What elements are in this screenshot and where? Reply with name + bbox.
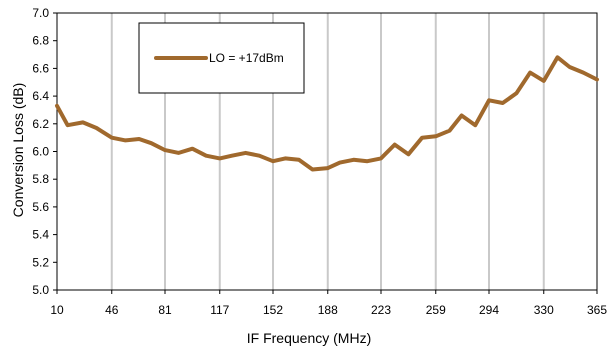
- y-tick-label: 5.4: [32, 228, 49, 242]
- x-tick-label: 117: [210, 303, 229, 317]
- x-axis-ticks: 10 46 81 117 152 188 223 259 294 330 365: [50, 290, 607, 317]
- x-tick-label: 152: [263, 303, 283, 317]
- y-tick-label: 5.2: [32, 255, 49, 269]
- y-tick-label: 6.0: [32, 145, 49, 159]
- x-axis-label: IF Frequency (MHz): [247, 330, 371, 346]
- y-tick-label: 5.6: [32, 200, 49, 214]
- y-axis-label: Conversion Loss (dB): [10, 83, 26, 218]
- y-tick-label: 7.0: [32, 6, 49, 20]
- y-tick-label: 5.0: [32, 283, 49, 297]
- x-tick-label: 294: [479, 303, 499, 317]
- y-tick-label: 6.8: [32, 34, 49, 48]
- y-tick-label: 6.4: [32, 89, 49, 103]
- y-axis-ticks: 5.0 5.2 5.4 5.6 5.8 6.0 6.2 6.4 6.6 6.8 7.0: [32, 6, 57, 297]
- x-tick-label: 46: [105, 303, 119, 317]
- x-tick-label: 10: [50, 303, 64, 317]
- x-tick-label: 365: [587, 303, 607, 317]
- x-tick-label: 330: [534, 303, 554, 317]
- legend-label: LO = +17dBm: [209, 51, 284, 65]
- series-layer: [55, 55, 599, 172]
- series-line: [55, 55, 599, 172]
- x-tick-label: 259: [426, 303, 446, 317]
- y-tick-label: 5.8: [32, 172, 49, 186]
- x-tick-label: 188: [318, 303, 338, 317]
- legend: LO = +17dBm: [138, 22, 305, 94]
- y-tick-label: 6.6: [32, 61, 49, 75]
- x-tick-label: 81: [158, 303, 172, 317]
- x-tick-label: 223: [371, 303, 391, 317]
- y-tick-label: 6.2: [32, 117, 49, 131]
